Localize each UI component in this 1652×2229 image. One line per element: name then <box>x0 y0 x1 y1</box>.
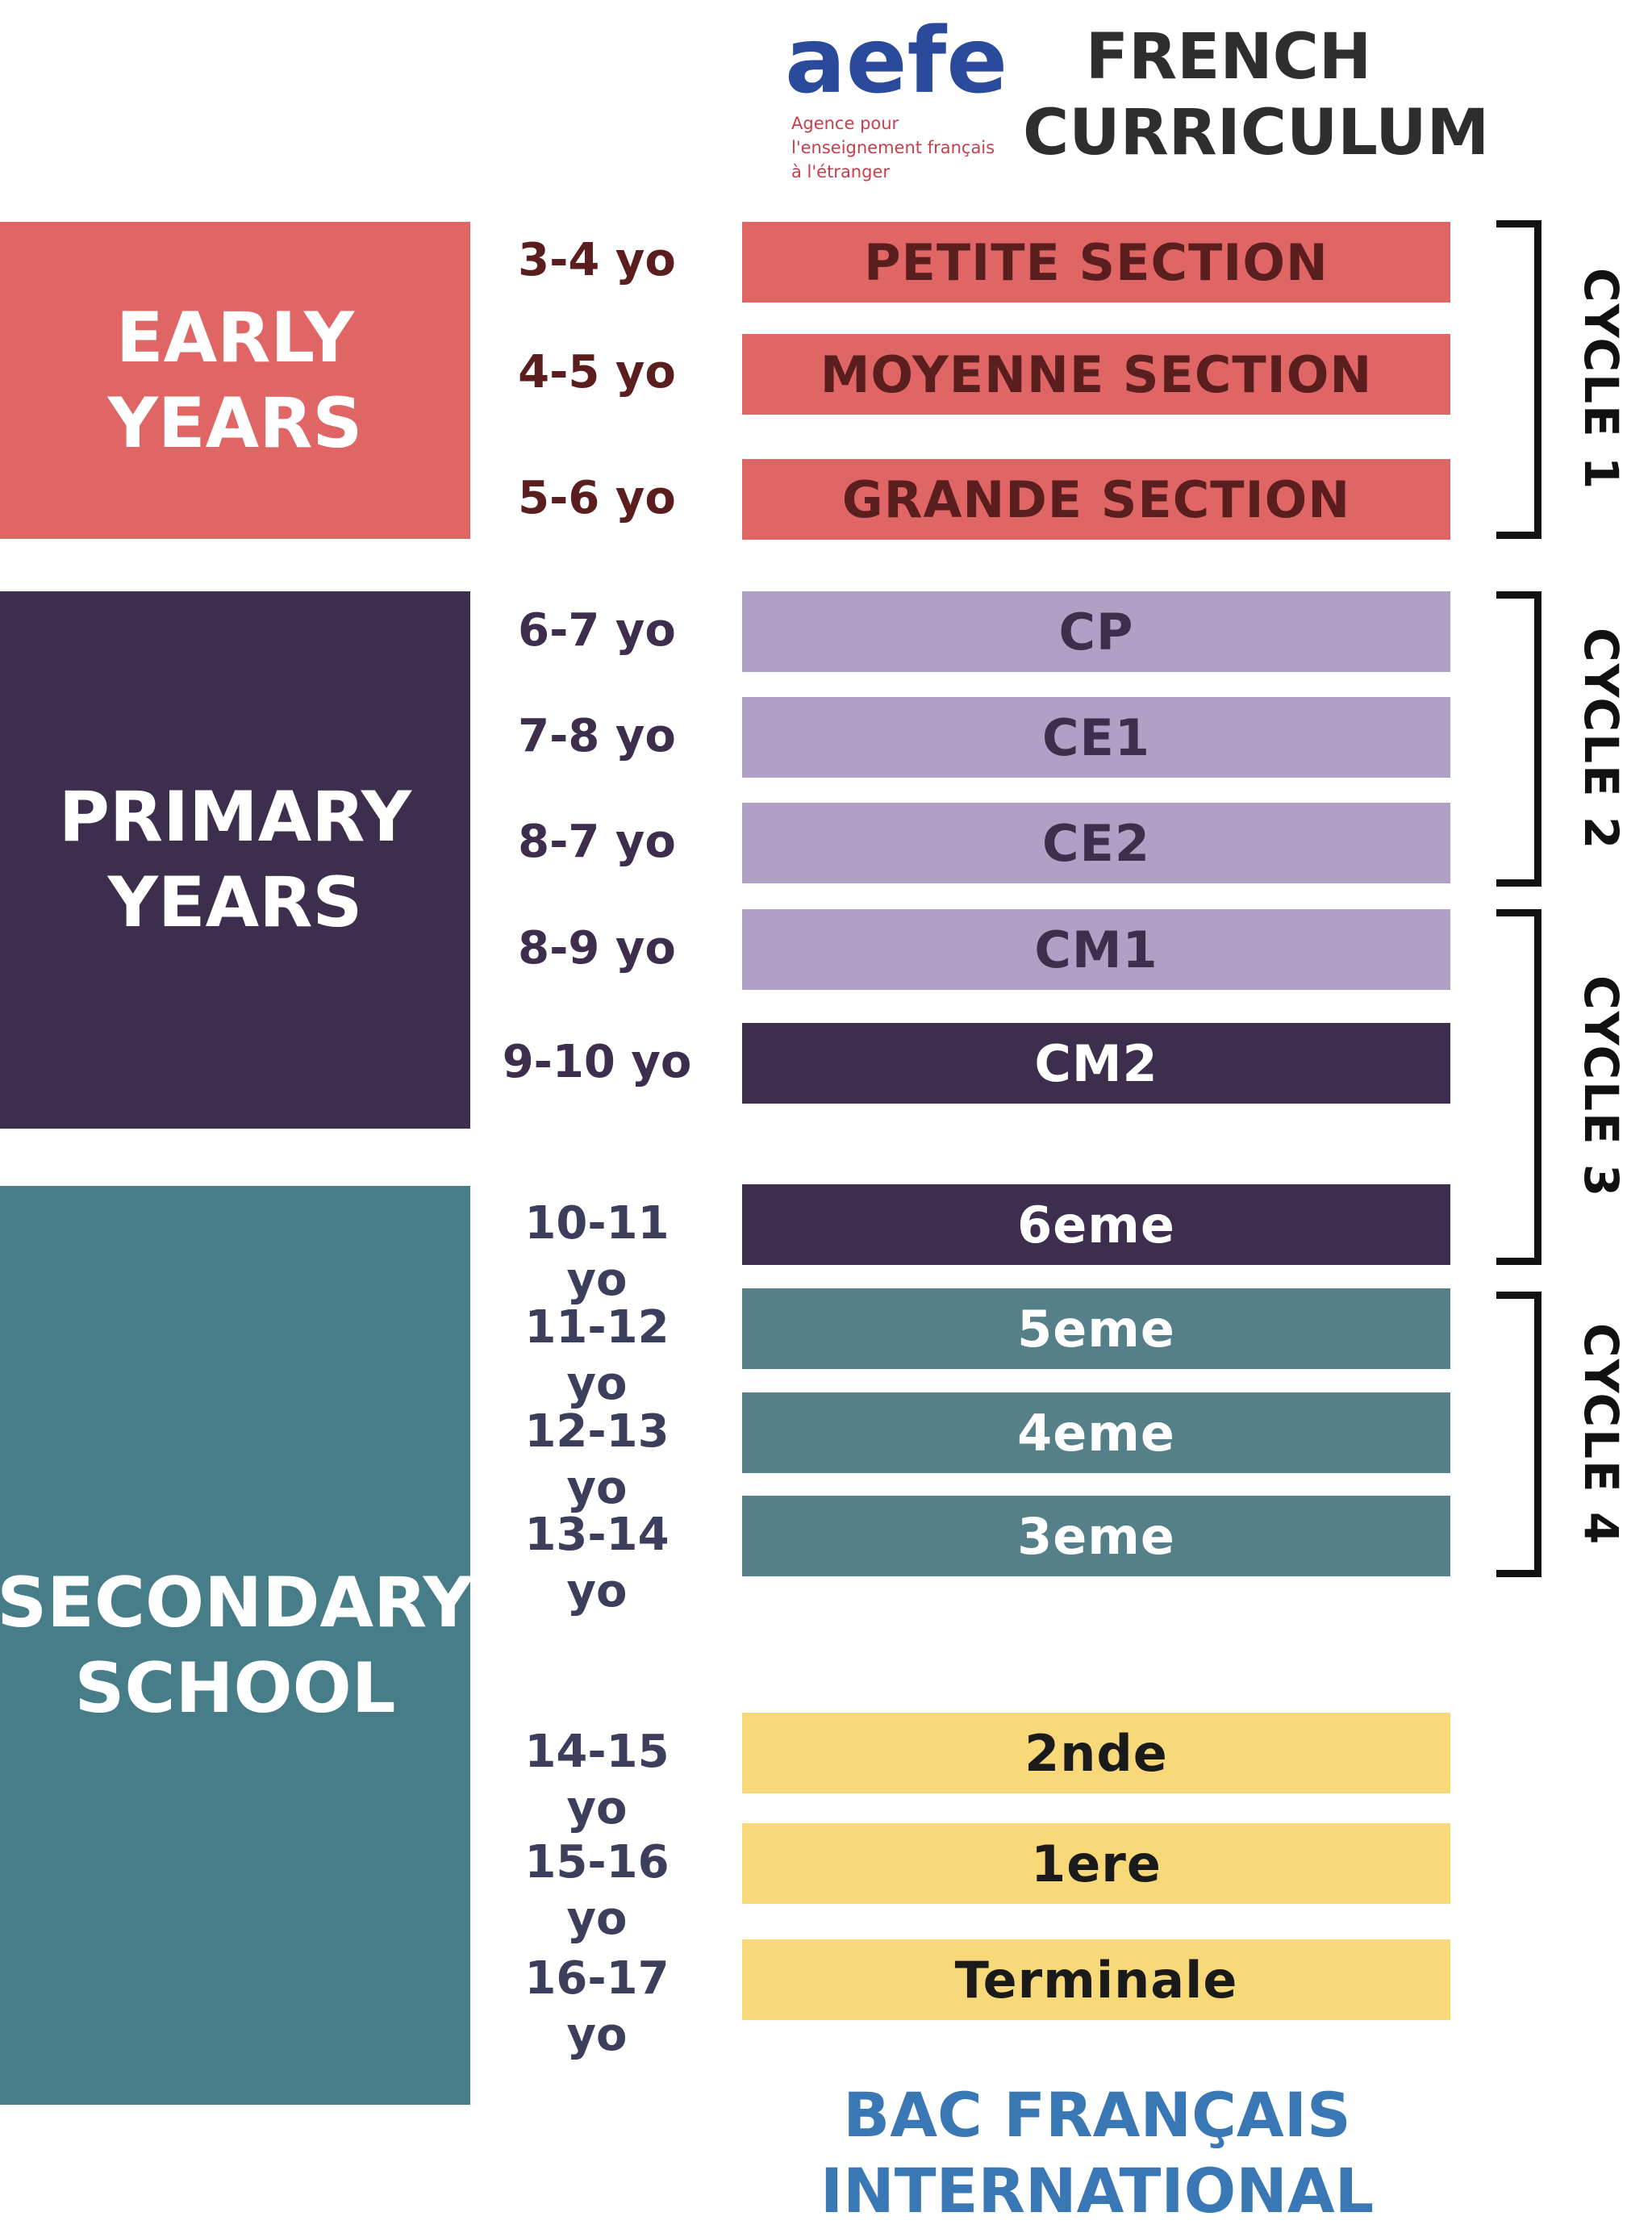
age-label: 6-7 yo <box>518 604 676 657</box>
age-label: 8-7 yo <box>518 816 676 868</box>
logo-wordmark: aefe <box>785 9 1008 114</box>
class-bar-ce1: CE1 <box>742 697 1450 778</box>
class-bar-ce2: CE2 <box>742 803 1450 883</box>
age-label: 13-14 yo <box>524 1509 670 1617</box>
stage-primary-years: PRIMARY YEARS <box>0 591 470 1129</box>
age-label: 10-11 yo <box>524 1197 670 1306</box>
stage-secondary-school: SECONDARY SCHOOL <box>0 1186 473 2105</box>
age-label: 12-13 yo <box>524 1405 670 1514</box>
age-label: 9-10 yo <box>502 1036 692 1088</box>
class-bar-cp: CP <box>742 591 1450 672</box>
class-bar-cm1: CM1 <box>742 909 1450 990</box>
age-label: 7-8 yo <box>518 710 676 762</box>
page-title: FRENCH CURRICULUM <box>1023 19 1490 171</box>
class-bar-moyenne-section: MOYENNE SECTION <box>742 334 1450 415</box>
class-bar-2nde: 2nde <box>742 1713 1450 1793</box>
cycle-1-bracket <box>1496 220 1541 539</box>
cycle-4-bracket <box>1496 1292 1541 1577</box>
cycle-2-label: CYCLE 2 <box>1574 627 1629 851</box>
class-bar-terminale: Terminale <box>742 1939 1450 2020</box>
logo-tagline-line-3: à l'étranger <box>791 162 891 182</box>
logo-tagline-line-1: Agence pour <box>791 114 899 133</box>
age-label: 4-5 yo <box>518 346 676 399</box>
class-bar-grande-section: GRANDE SECTION <box>742 459 1450 540</box>
cycle-2-bracket <box>1496 591 1541 887</box>
stage-early-line-1: EARLY <box>115 297 355 378</box>
logo-tagline-line-2: l'enseignement français <box>791 138 995 157</box>
class-bar-petite-section: PETITE SECTION <box>742 222 1450 303</box>
cycle-1-label: CYCLE 1 <box>1574 268 1629 491</box>
class-bar-cm2: CM2 <box>742 1023 1450 1104</box>
page-title-line-2: CURRICULUM <box>1023 97 1490 169</box>
logo-tagline: Agence pour l'enseignement français à l'… <box>791 111 1017 184</box>
stage-primary-line-2: YEARS <box>107 862 363 943</box>
stage-secondary-line-2: SCHOOL <box>74 1647 396 1729</box>
cycle-4-label: CYCLE 4 <box>1574 1322 1629 1547</box>
class-bar-6eme: 6eme <box>742 1184 1450 1265</box>
age-label: 16-17 yo <box>524 1952 670 2061</box>
class-bar-1ere: 1ere <box>742 1823 1450 1904</box>
age-label: 3-4 yo <box>518 234 676 286</box>
class-bar-5eme: 5eme <box>742 1288 1450 1369</box>
cycle-3-bracket <box>1496 909 1541 1265</box>
class-bar-3eme: 3eme <box>742 1496 1450 1576</box>
age-label: 14-15 yo <box>524 1726 670 1835</box>
class-bar-4eme: 4eme <box>742 1392 1450 1473</box>
stage-primary-line-1: PRIMARY <box>58 777 412 858</box>
age-label: 5-6 yo <box>518 472 676 524</box>
age-label: 11-12 yo <box>524 1301 670 1410</box>
stage-early-years: EARLY YEARS <box>0 222 470 539</box>
bac-line-1: BAC FRANÇAIS <box>843 2079 1351 2151</box>
aefe-logo: aefe Agence pour l'enseignement français… <box>785 16 1011 186</box>
bac-francais-international: BAC FRANÇAIS INTERNATIONAL <box>774 2077 1420 2229</box>
stage-early-line-2: YEARS <box>107 382 363 464</box>
page-title-line-1: FRENCH <box>1085 21 1372 94</box>
age-label: 8-9 yo <box>518 922 676 975</box>
stage-secondary-line-1: SECONDARY <box>0 1562 473 1643</box>
age-label: 15-16 yo <box>524 1836 670 1945</box>
cycle-3-label: CYCLE 3 <box>1574 975 1629 1199</box>
bac-line-2: INTERNATIONAL <box>820 2155 1375 2227</box>
